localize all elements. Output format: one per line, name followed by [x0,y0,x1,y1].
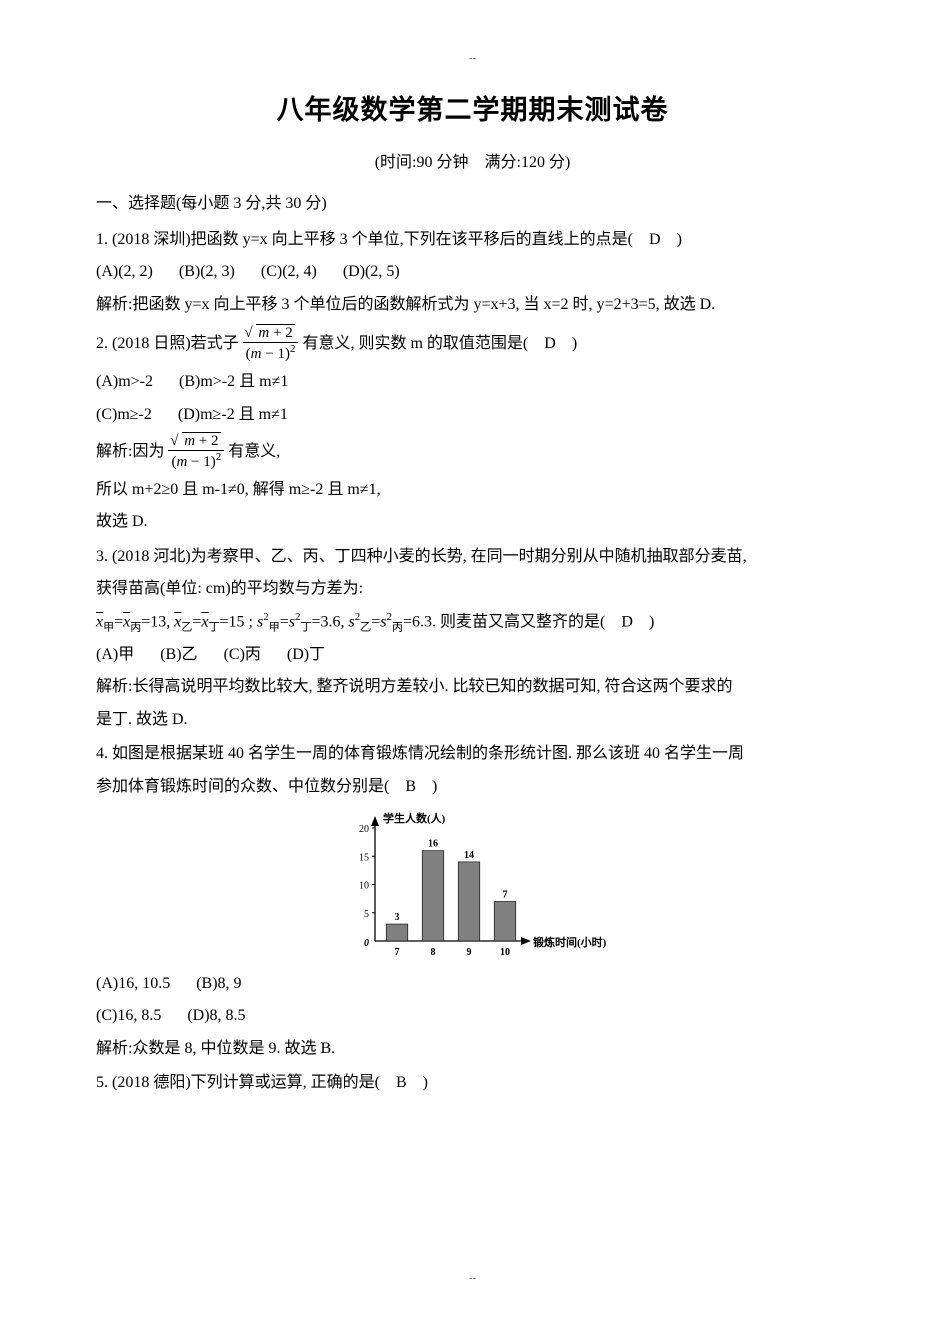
q2-post: 有意义, 则实数 m 的取值范围是( D ) [302,335,577,352]
page-marker-top: -- [469,48,476,69]
svg-text:5: 5 [364,909,369,920]
svg-text:8: 8 [430,947,435,958]
q4-opt-b: (B)8, 9 [196,975,241,992]
svg-text:16: 16 [428,839,438,850]
q3-opt-b: (B)乙 [160,646,197,663]
q4-options-row1: (A)16, 10.5 (B)8, 9 [96,969,849,999]
section-1-header: 一、选择题(每小题 3 分,共 30 分) [96,189,849,219]
svg-text:3: 3 [394,912,399,923]
q4-opt-d: (D)8, 8.5 [187,1007,245,1024]
q2-opt-d: (D)m≥-2 且 m≠1 [178,406,288,423]
svg-text:9: 9 [466,947,471,958]
q1-opt-c: (C)(2, 4) [261,263,317,280]
q2-opt-c: (C)m≥-2 [96,406,152,423]
q4-l2: 参加体育锻炼时间的众数、中位数分别是( B ) [96,772,849,802]
q5-text: 5. (2018 德阳)下列计算或运算, 正确的是( B ) [96,1068,849,1098]
question-2: 2. (2018 日照)若式子 m + 2 (m − 1)2 有意义, 则实数 … [96,324,849,538]
q2-options-row2: (C)m≥-2 (D)m≥-2 且 m≠1 [96,400,849,430]
q2-opt-a: (A)m>-2 [96,373,153,390]
document-body: 八年级数学第二学期期末测试卷 (时间:90 分钟 满分:120 分) 一、选择题… [0,0,945,1099]
svg-text:15: 15 [359,852,369,863]
q1-opt-d: (D)(2, 5) [343,263,400,280]
q2-text: 2. (2018 日照)若式子 m + 2 (m − 1)2 有意义, 则实数 … [96,324,849,365]
svg-text:7: 7 [502,889,507,900]
q2-exp-pre: 解析:因为 [96,443,164,460]
question-4: 4. 如图是根据某班 40 名学生一周的体育锻炼情况绘制的条形统计图. 那么该班… [96,739,849,1064]
q3-post: =6.3. 则麦苗又高又整齐的是( D ) [403,613,654,630]
q2-pre: 2. (2018 日照)若式子 [96,335,239,352]
q1-opt-a: (A)(2, 2) [96,263,153,280]
q4-explain: 解析:众数是 8, 中位数是 9. 故选 B. [96,1034,849,1064]
q4-opt-a: (A)16, 10.5 [96,975,170,992]
question-5: 5. (2018 德阳)下列计算或运算, 正确的是( B ) [96,1068,849,1098]
question-1: 1. (2018 深圳)把函数 y=x 向上平移 3 个单位,下列在该平移后的直… [96,225,849,320]
q3-l2: 获得苗高(单位: cm)的平均数与方差为: [96,574,849,604]
page-marker-bottom: -- [469,1268,476,1289]
q2-opt-b: (B)m>-2 且 m≠1 [179,373,288,390]
page-subtitle: (时间:90 分钟 满分:120 分) [96,148,849,178]
question-3: 3. (2018 河北)为考察甲、乙、丙、丁四种小麦的长势, 在同一时期分别从中… [96,542,849,735]
q3-options: (A)甲 (B)乙 (C)丙 (D)丁 [96,640,849,670]
q1-explain: 解析:把函数 y=x 向上平移 3 个单位后的函数解析式为 y=x+3, 当 x… [96,290,849,320]
q3-explain1: 解析:长得高说明平均数比较大, 整齐说明方差较小. 比较已知的数据可知, 符合这… [96,672,849,702]
q2-explain3: 故选 D. [96,507,849,537]
q3-explain2: 是丁. 故选 D. [96,705,849,735]
svg-text:0: 0 [364,938,369,949]
svg-text:锻炼时间(小时): 锻炼时间(小时) [533,935,607,949]
svg-text:7: 7 [394,947,399,958]
bar-chart: 5 10 15 20 0 学生人数(人) 锻炼时间(小时) 3 7 16 8 14 9 7 10 [333,808,613,963]
q2-fraction: m + 2 (m − 1)2 [243,324,299,365]
svg-text:10: 10 [500,947,510,958]
q3-opt-c: (C)丙 [224,646,261,663]
q2-fraction-2: m + 2 (m − 1)2 [168,432,224,473]
q3-l1: 3. (2018 河北)为考察甲、乙、丙、丁四种小麦的长势, 在同一时期分别从中… [96,542,849,572]
q3-stats: x甲=x丙=13, x乙=x丁=15 ; s2甲=s2丁=3.6, s2乙=s2… [96,607,849,638]
q3-opt-a: (A)甲 [96,646,134,663]
q2-explain2: 所以 m+2≥0 且 m-1≠0, 解得 m≥-2 且 m≠1, [96,475,849,505]
svg-text:学生人数(人): 学生人数(人) [383,811,446,825]
q2-exp-post: 有意义, [228,443,280,460]
q4-options-row2: (C)16, 8.5 (D)8, 8.5 [96,1001,849,1031]
q4-chart-wrap: 5 10 15 20 0 学生人数(人) 锻炼时间(小时) 3 7 16 8 14 9 7 10 [96,808,849,963]
q1-opt-b: (B)(2, 3) [179,263,235,280]
svg-text:10: 10 [359,880,369,891]
q2-explain1: 解析:因为 m + 2 (m − 1)2 有意义, [96,432,849,473]
q2-options-row1: (A)m>-2 (B)m>-2 且 m≠1 [96,367,849,397]
q1-options: (A)(2, 2) (B)(2, 3) (C)(2, 4) (D)(2, 5) [96,257,849,287]
page-title: 八年级数学第二学期期末测试卷 [96,85,849,136]
q4-opt-c: (C)16, 8.5 [96,1007,161,1024]
svg-text:14: 14 [464,850,474,861]
q1-text: 1. (2018 深圳)把函数 y=x 向上平移 3 个单位,下列在该平移后的直… [96,225,849,255]
svg-text:20: 20 [359,824,369,835]
q4-l1: 4. 如图是根据某班 40 名学生一周的体育锻炼情况绘制的条形统计图. 那么该班… [96,739,849,769]
q3-opt-d: (D)丁 [287,646,325,663]
